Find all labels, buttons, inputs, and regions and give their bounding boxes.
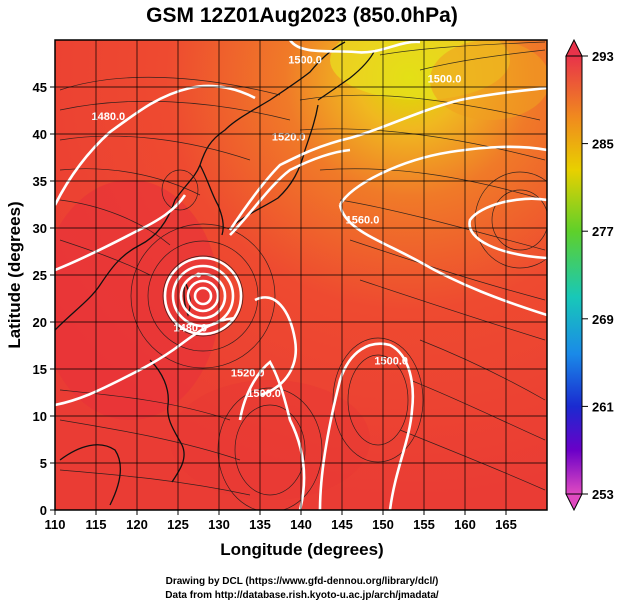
contour-labels: 1500.0 1480.0 1500.0 1520.0 1560.0 1480.0 1520… (91, 55, 461, 401)
colorbar-bottom-arrow (565, 493, 583, 512)
x-axis-ticks: 110 115 120 125 130 135 140 145 150 155 160 165 (45, 510, 517, 532)
contour-1500-north (288, 40, 421, 54)
contour-1500-mid (55, 86, 547, 272)
x-tick-label: 125 (167, 517, 189, 532)
x-tick-label: 145 (331, 517, 353, 532)
credit-drawing: Drawing by DCL (https://www.gfd-dennou.o… (166, 576, 439, 587)
x-tick-label: 140 (290, 517, 312, 532)
typhoon-ring (193, 286, 213, 306)
contour-1500-south (55, 316, 236, 407)
contour-1560-east (468, 197, 547, 260)
warm-patch (55, 180, 220, 420)
colorbar-tick-label: 293 (592, 49, 614, 64)
colorbar: 293 285 277 269 261 253 (565, 38, 614, 512)
philippines-coastline (149, 359, 185, 483)
contour-label: 1500.0 (247, 388, 281, 400)
streamlines (59, 41, 547, 510)
contour-1560 (338, 145, 547, 317)
x-tick-label: 165 (495, 517, 517, 532)
contour-1520-south (238, 360, 306, 510)
y-tick-label: 25 (33, 268, 47, 283)
y-tick-label: 35 (33, 174, 47, 189)
typhoon-ring (186, 279, 220, 313)
y-tick-label: 10 (33, 409, 47, 424)
contour-1500-lowlat (254, 296, 298, 397)
typhoon-ring (163, 256, 243, 336)
lat-lon-grid (55, 40, 547, 510)
y-tick-label: 45 (33, 80, 47, 95)
contour-label: 1520.0 (231, 368, 265, 380)
colorbar-tick-label: 285 (592, 137, 614, 152)
coastlines (55, 41, 376, 506)
typhoon-ring (179, 272, 227, 320)
korea-coastline (199, 164, 224, 236)
x-tick-label: 130 (208, 517, 230, 532)
y-tick-label: 5 (40, 456, 47, 471)
contour-label: 1480.0 (173, 322, 207, 334)
contour-label: 1520.0 (272, 132, 306, 144)
credit-data: Data from http://database.rish.kyoto-u.a… (165, 590, 439, 601)
y-tick-label: 30 (33, 221, 47, 236)
figure-title: GSM 12Z01Aug2023 (850.0hPa) (146, 4, 458, 27)
y-axis-title: Latitude (degrees) (5, 201, 24, 348)
colorbar-tick-label: 277 (592, 224, 614, 239)
colorbar-tick-label: 253 (592, 487, 614, 502)
map-plot-area: 1500.0 1480.0 1500.0 1520.0 1560.0 1480.0 1520… (55, 40, 547, 510)
contour-label: 1500.0 (374, 355, 408, 367)
y-tick-label: 0 (40, 503, 47, 518)
x-axis-title: Longitude (degrees) (220, 540, 383, 559)
contour-label: 1560.0 (346, 214, 380, 226)
colorbar-top-arrow (565, 38, 583, 57)
contour-1520 (229, 148, 351, 236)
y-axis-ticks: 0 5 10 15 20 25 30 35 40 45 (33, 80, 55, 518)
contour-label: 1500.0 (288, 55, 322, 67)
warm-patch (170, 380, 370, 500)
hokkaido-coastline (317, 49, 376, 101)
colorbar-tick-label: 269 (592, 312, 614, 327)
borneo-coastline (59, 444, 122, 506)
x-tick-label: 135 (249, 517, 271, 532)
height-contours (55, 40, 547, 510)
typhoon-ring (171, 264, 235, 328)
contour-label: 1500.0 (428, 73, 462, 85)
contour-1500-east-low (318, 342, 415, 510)
colorbar-tick-label: 261 (592, 399, 614, 414)
x-tick-label: 160 (454, 517, 476, 532)
x-tick-label: 155 (413, 517, 435, 532)
colorbar-body (565, 55, 583, 495)
x-tick-label: 115 (86, 517, 107, 532)
y-tick-label: 40 (33, 127, 47, 142)
contour-label: 1480.0 (91, 111, 125, 123)
y-tick-label: 20 (33, 315, 47, 330)
japan-coastline (229, 104, 319, 229)
colorbar-ticks: 293 285 277 269 261 253 (582, 49, 614, 502)
x-tick-label: 150 (372, 517, 394, 532)
x-tick-label: 120 (126, 517, 148, 532)
y-tick-label: 15 (33, 362, 47, 377)
x-tick-label: 110 (45, 517, 66, 532)
